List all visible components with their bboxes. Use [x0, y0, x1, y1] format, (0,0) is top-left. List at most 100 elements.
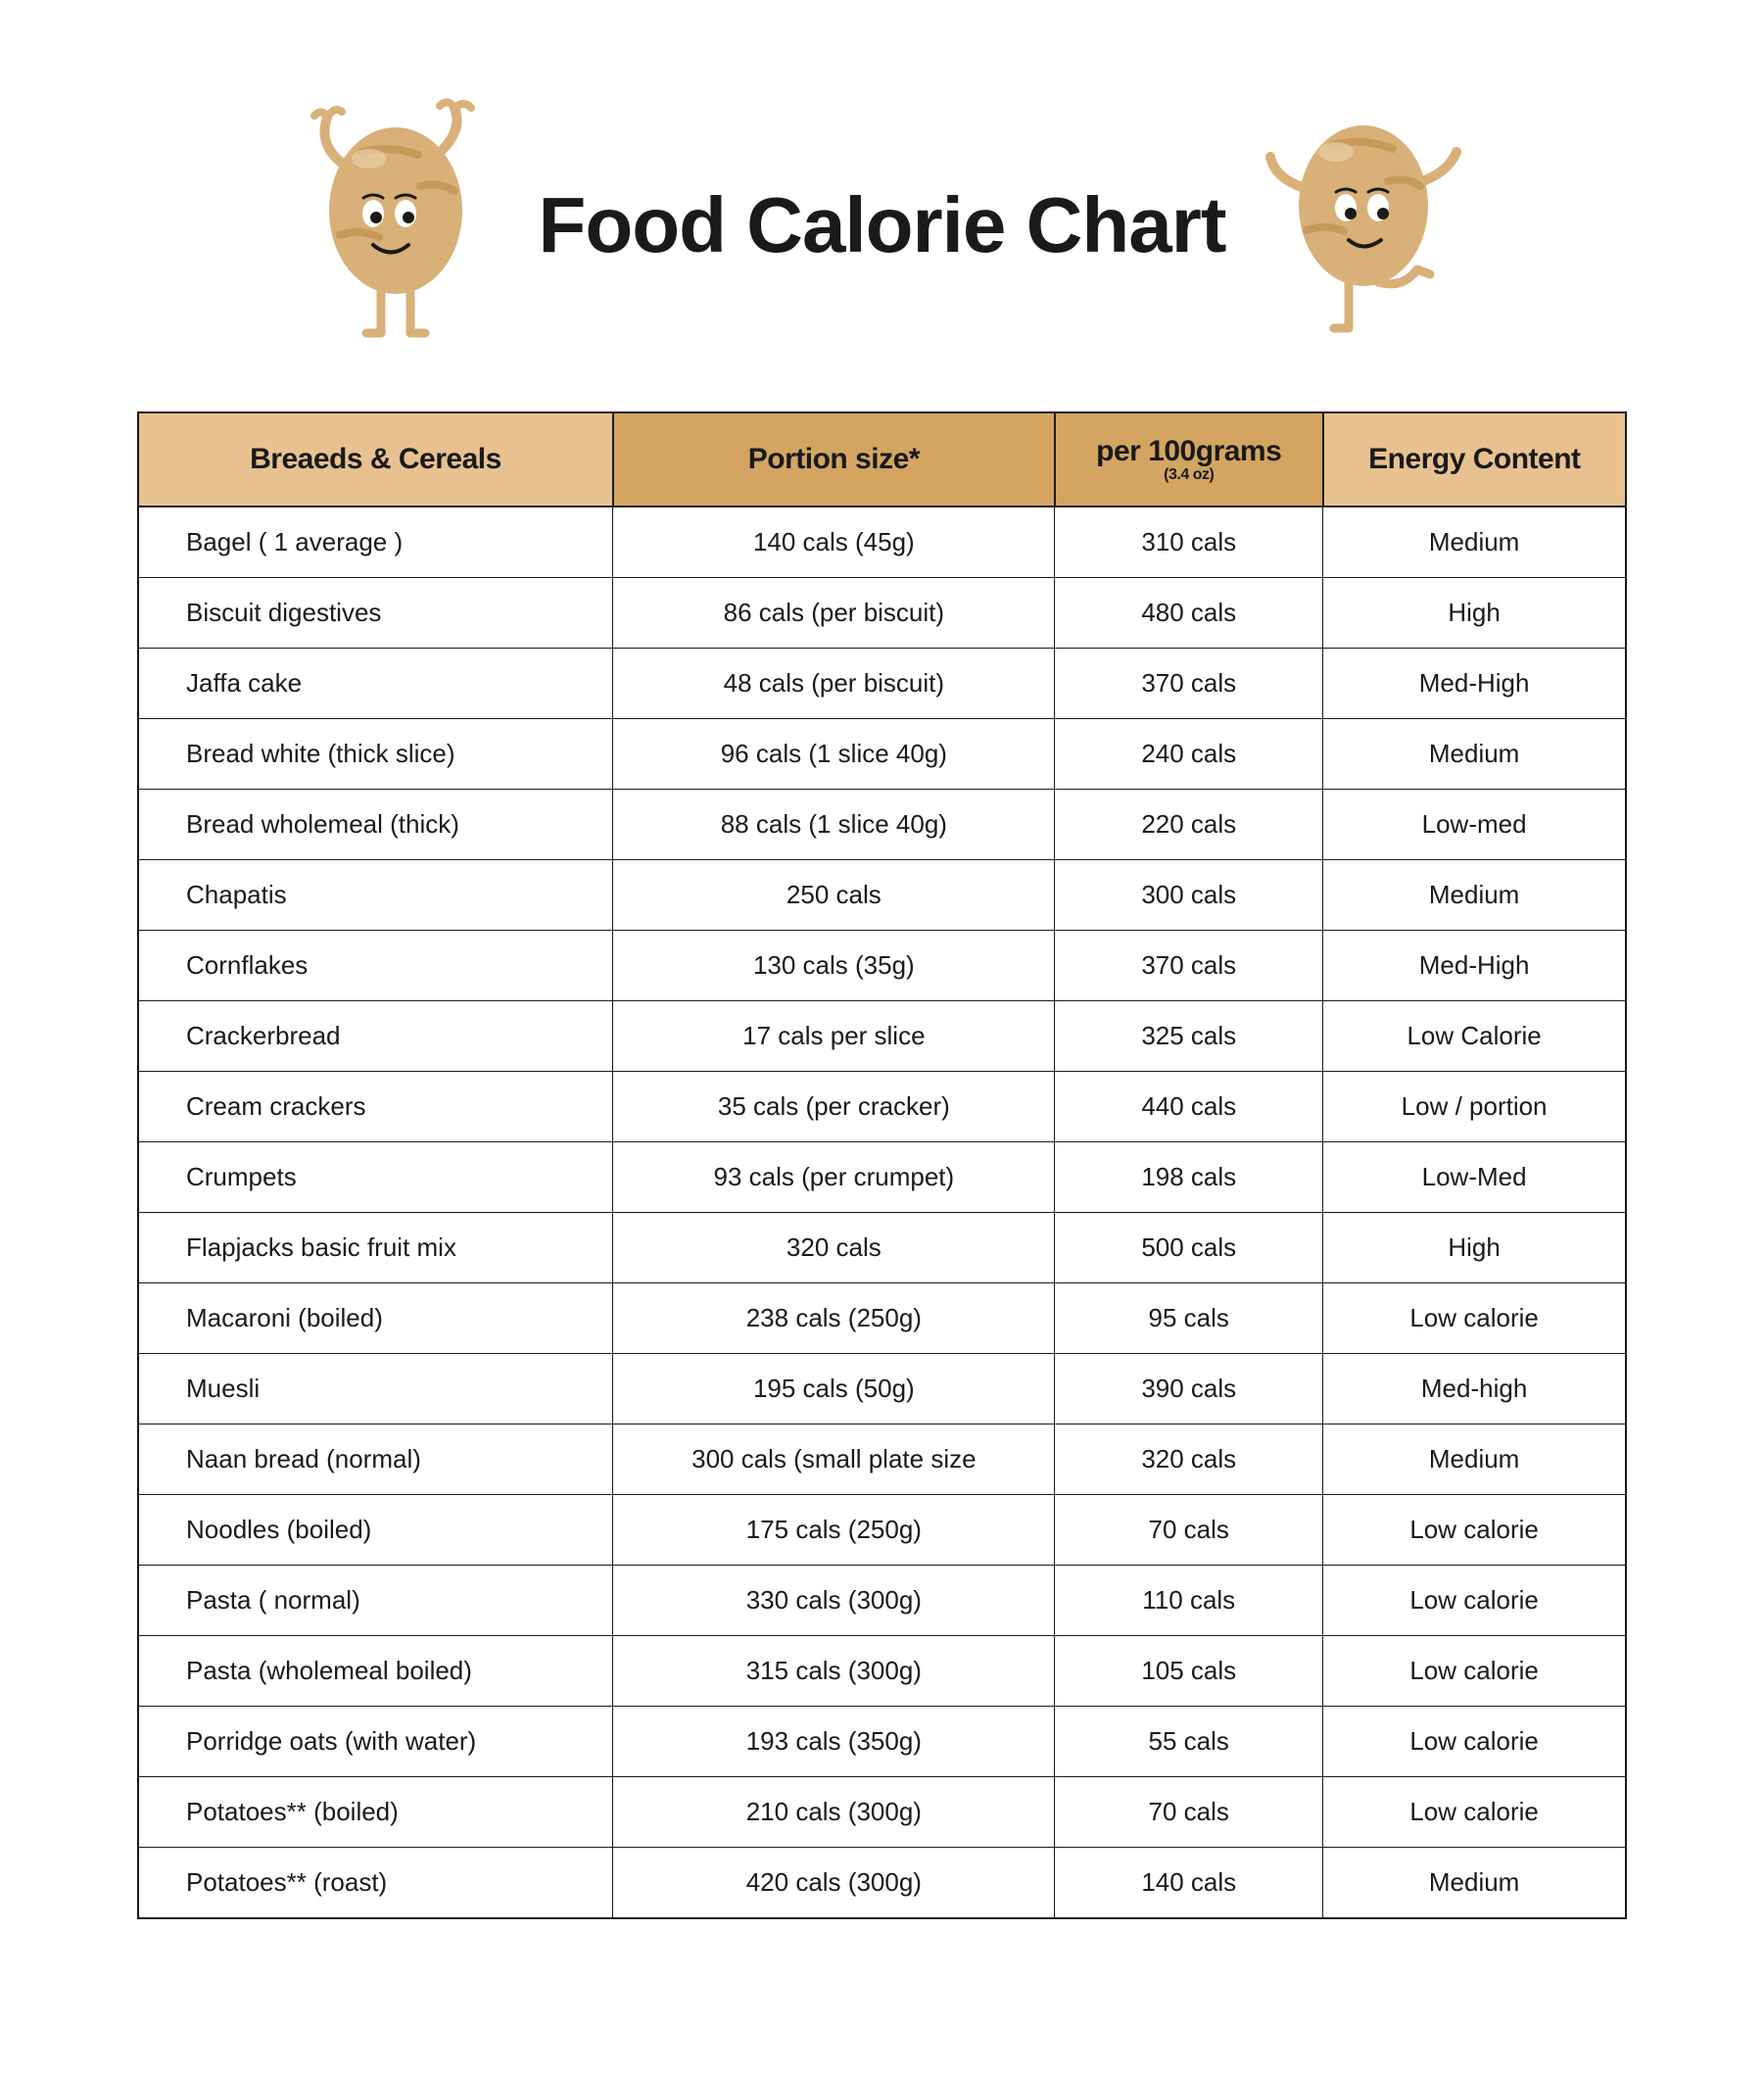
- cell-portion: 35 cals (per cracker): [613, 1072, 1055, 1142]
- cell-portion: 238 cals (250g): [613, 1283, 1055, 1354]
- cell-food: Cornflakes: [138, 931, 613, 1001]
- cell-per100: 440 cals: [1055, 1072, 1323, 1142]
- cell-portion: 130 cals (35g): [613, 931, 1055, 1001]
- cell-food: Biscuit digestives: [138, 578, 613, 649]
- cell-energy: High: [1323, 1213, 1626, 1283]
- cell-food: Noodles (boiled): [138, 1495, 613, 1566]
- cell-energy: Low-Med: [1323, 1142, 1626, 1213]
- cell-per100: 105 cals: [1055, 1636, 1323, 1707]
- cell-energy: Low / portion: [1323, 1072, 1626, 1142]
- table-row: Muesli195 cals (50g)390 calsMed-high: [138, 1354, 1626, 1424]
- table-row: Porridge oats (with water)193 cals (350g…: [138, 1707, 1626, 1777]
- cell-per100: 480 cals: [1055, 578, 1323, 649]
- cell-portion: 48 cals (per biscuit): [613, 649, 1055, 719]
- cell-energy: Medium: [1323, 1848, 1626, 1919]
- cell-portion: 193 cals (350g): [613, 1707, 1055, 1777]
- cell-per100: 500 cals: [1055, 1213, 1323, 1283]
- cell-per100: 300 cals: [1055, 860, 1323, 931]
- cell-food: Chapatis: [138, 860, 613, 931]
- col-header-sub: (3.4 oz): [1066, 466, 1312, 484]
- cell-energy: Medium: [1323, 507, 1626, 578]
- cell-per100: 370 cals: [1055, 649, 1323, 719]
- col-header-label: per 100grams: [1096, 435, 1281, 467]
- calorie-table: Breaeds & Cereals Portion size* per 100g…: [137, 411, 1627, 1919]
- col-header-per100: per 100grams (3.4 oz): [1055, 412, 1323, 507]
- cell-energy: Low calorie: [1323, 1777, 1626, 1848]
- cell-food: Cream crackers: [138, 1072, 613, 1142]
- cell-food: Jaffa cake: [138, 649, 613, 719]
- cell-energy: Low calorie: [1323, 1566, 1626, 1636]
- cell-per100: 325 cals: [1055, 1001, 1323, 1072]
- cell-per100: 70 cals: [1055, 1495, 1323, 1566]
- cell-food: Muesli: [138, 1354, 613, 1424]
- cell-portion: 86 cals (per biscuit): [613, 578, 1055, 649]
- cell-per100: 240 cals: [1055, 719, 1323, 790]
- cell-portion: 250 cals: [613, 860, 1055, 931]
- cell-per100: 198 cals: [1055, 1142, 1323, 1213]
- cell-food: Pasta (wholemeal boiled): [138, 1636, 613, 1707]
- cell-energy: Low Calorie: [1323, 1001, 1626, 1072]
- table-row: Crackerbread17 cals per slice325 calsLow…: [138, 1001, 1626, 1072]
- table-row: Flapjacks basic fruit mix320 cals500 cal…: [138, 1213, 1626, 1283]
- cell-food: Potatoes** (roast): [138, 1848, 613, 1919]
- table-row: Pasta (wholemeal boiled)315 cals (300g)1…: [138, 1636, 1626, 1707]
- potato-right-icon: [1265, 98, 1461, 353]
- cell-energy: Medium: [1323, 719, 1626, 790]
- potato-left-icon: [303, 98, 499, 353]
- cell-energy: Low calorie: [1323, 1636, 1626, 1707]
- table-row: Cream crackers35 cals (per cracker)440 c…: [138, 1072, 1626, 1142]
- table-row: Pasta ( normal)330 cals (300g)110 calsLo…: [138, 1566, 1626, 1636]
- cell-energy: Low calorie: [1323, 1283, 1626, 1354]
- cell-food: Crackerbread: [138, 1001, 613, 1072]
- cell-portion: 88 cals (1 slice 40g): [613, 790, 1055, 860]
- col-header-energy: Energy Content: [1323, 412, 1626, 507]
- cell-per100: 55 cals: [1055, 1707, 1323, 1777]
- cell-per100: 110 cals: [1055, 1566, 1323, 1636]
- cell-energy: High: [1323, 578, 1626, 649]
- cell-portion: 195 cals (50g): [613, 1354, 1055, 1424]
- cell-food: Porridge oats (with water): [138, 1707, 613, 1777]
- cell-energy: Med-high: [1323, 1354, 1626, 1424]
- col-header-label: Breaeds & Cereals: [250, 443, 501, 475]
- cell-portion: 140 cals (45g): [613, 507, 1055, 578]
- cell-energy: Medium: [1323, 860, 1626, 931]
- page-title: Food Calorie Chart: [538, 180, 1225, 270]
- table-body: Bagel ( 1 average )140 cals (45g)310 cal…: [138, 507, 1626, 1918]
- cell-food: Bagel ( 1 average ): [138, 507, 613, 578]
- col-header-portion: Portion size*: [613, 412, 1055, 507]
- cell-portion: 420 cals (300g): [613, 1848, 1055, 1919]
- cell-per100: 370 cals: [1055, 931, 1323, 1001]
- page-header: Food Calorie Chart: [137, 98, 1627, 353]
- cell-portion: 210 cals (300g): [613, 1777, 1055, 1848]
- cell-per100: 70 cals: [1055, 1777, 1323, 1848]
- table-row: Chapatis250 cals300 calsMedium: [138, 860, 1626, 931]
- table-row: Potatoes** (boiled)210 cals (300g)70 cal…: [138, 1777, 1626, 1848]
- cell-portion: 96 cals (1 slice 40g): [613, 719, 1055, 790]
- col-header-label: Energy Content: [1368, 443, 1580, 475]
- table-row: Noodles (boiled)175 cals (250g)70 calsLo…: [138, 1495, 1626, 1566]
- cell-food: Flapjacks basic fruit mix: [138, 1213, 613, 1283]
- cell-per100: 140 cals: [1055, 1848, 1323, 1919]
- cell-energy: Med-High: [1323, 931, 1626, 1001]
- cell-food: Potatoes** (boiled): [138, 1777, 613, 1848]
- col-header-food: Breaeds & Cereals: [138, 412, 613, 507]
- cell-food: Naan bread (normal): [138, 1424, 613, 1495]
- cell-per100: 95 cals: [1055, 1283, 1323, 1354]
- col-header-label: Portion size*: [748, 443, 920, 475]
- cell-energy: Low-med: [1323, 790, 1626, 860]
- table-row: Bread wholemeal (thick)88 cals (1 slice …: [138, 790, 1626, 860]
- cell-food: Bread wholemeal (thick): [138, 790, 613, 860]
- cell-energy: Low calorie: [1323, 1495, 1626, 1566]
- cell-per100: 320 cals: [1055, 1424, 1323, 1495]
- table-row: Bread white (thick slice)96 cals (1 slic…: [138, 719, 1626, 790]
- cell-food: Bread white (thick slice): [138, 719, 613, 790]
- cell-food: Pasta ( normal): [138, 1566, 613, 1636]
- cell-food: Macaroni (boiled): [138, 1283, 613, 1354]
- table-header: Breaeds & Cereals Portion size* per 100g…: [138, 412, 1626, 507]
- cell-portion: 17 cals per slice: [613, 1001, 1055, 1072]
- cell-portion: 300 cals (small plate size: [613, 1424, 1055, 1495]
- table-row: Cornflakes130 cals (35g)370 calsMed-High: [138, 931, 1626, 1001]
- cell-energy: Low calorie: [1323, 1707, 1626, 1777]
- cell-portion: 320 cals: [613, 1213, 1055, 1283]
- cell-portion: 330 cals (300g): [613, 1566, 1055, 1636]
